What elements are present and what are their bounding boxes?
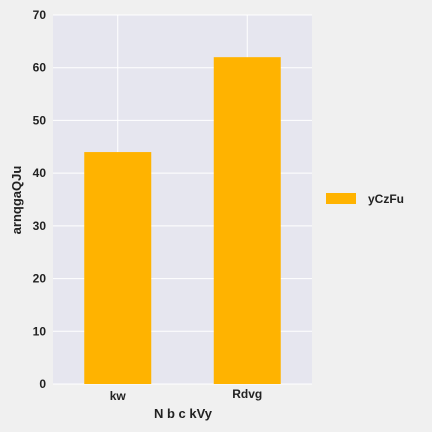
bar-Rdvg [213, 57, 281, 385]
legend: yCzFu [326, 192, 404, 206]
y-tick-label: 10 [33, 324, 47, 338]
x-axis-title: N b c kVy [154, 406, 213, 421]
x-tick-label: Rdvg [232, 387, 262, 401]
y-tick-labels: 0 10 20 30 40 50 60 70 [33, 8, 47, 391]
y-tick-label: 30 [33, 219, 47, 233]
y-tick-label: 40 [33, 166, 47, 180]
legend-swatch [326, 193, 356, 204]
y-axis-title: arnqgaQJu [9, 166, 24, 235]
y-tick-label: 60 [33, 61, 47, 75]
y-tick-label: 20 [33, 272, 47, 286]
x-tick-label: kw [110, 389, 127, 403]
legend-label: yCzFu [368, 192, 404, 206]
bars [84, 57, 281, 385]
y-tick-label: 70 [33, 8, 47, 22]
y-tick-label: 50 [33, 113, 47, 127]
y-tick-label: 0 [39, 377, 46, 391]
x-tick-labels: kw Rdvg [110, 387, 263, 403]
bar-kw [84, 152, 152, 384]
